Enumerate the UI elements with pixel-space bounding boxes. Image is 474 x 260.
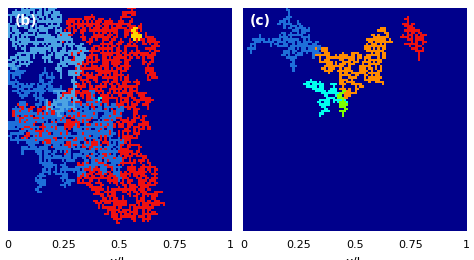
Text: (b): (b) <box>14 14 37 28</box>
X-axis label: x/L: x/L <box>110 256 128 260</box>
X-axis label: x/L: x/L <box>346 256 364 260</box>
Text: (c): (c) <box>250 14 271 28</box>
